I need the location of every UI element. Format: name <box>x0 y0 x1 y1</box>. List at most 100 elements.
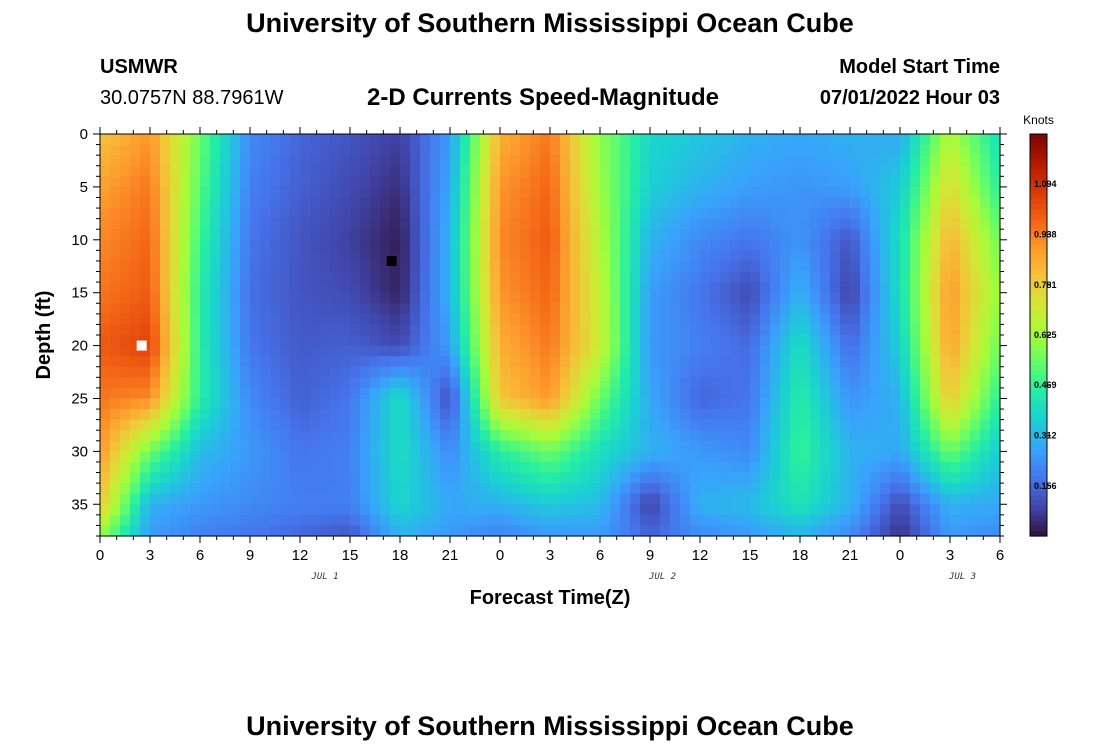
heatmap-cell <box>710 303 721 315</box>
heatmap-cell <box>170 525 181 537</box>
heatmap-cell <box>420 260 431 273</box>
heatmap-cell <box>750 461 761 474</box>
heatmap-cell <box>360 313 371 326</box>
heatmap-cell <box>100 292 111 304</box>
heatmap-cell <box>600 472 611 484</box>
heatmap-cell <box>790 514 801 527</box>
heatmap-cell <box>800 282 811 294</box>
heatmap-cell <box>270 440 281 452</box>
heatmap-cell <box>370 144 381 156</box>
heatmap-cell <box>670 483 681 495</box>
heatmap-cell <box>260 229 271 241</box>
heatmap-cell <box>740 345 751 357</box>
heatmap-cell <box>440 345 451 357</box>
heatmap-cell <box>340 176 351 188</box>
heatmap-cell <box>110 345 121 357</box>
heatmap-cell <box>430 197 441 209</box>
heatmap-cell <box>610 345 621 357</box>
heatmap-cell <box>220 419 231 431</box>
heatmap-cell <box>240 313 251 326</box>
heatmap-cell <box>790 430 801 442</box>
heatmap-cell <box>310 176 321 188</box>
heatmap-cell <box>100 356 111 368</box>
heatmap-cell <box>610 197 621 209</box>
heatmap-cell <box>770 155 781 167</box>
heatmap-cell <box>570 144 581 156</box>
heatmap-cell <box>600 504 611 516</box>
heatmap-cell <box>300 282 311 294</box>
heatmap-cell <box>140 377 151 389</box>
heatmap-cell <box>220 292 231 304</box>
heatmap-cell <box>380 229 391 241</box>
heatmap-cell <box>760 208 771 220</box>
heatmap-cell <box>610 472 621 484</box>
heatmap-cell <box>440 451 451 463</box>
heatmap-cell <box>100 313 111 326</box>
heatmap-cell <box>950 356 961 368</box>
heatmap-cell <box>800 377 811 389</box>
heatmap-cell <box>390 186 401 199</box>
heatmap-cell <box>210 313 221 326</box>
heatmap-cell <box>650 366 661 378</box>
heatmap-cell <box>700 218 711 230</box>
heatmap-cell <box>410 398 421 410</box>
heatmap-cell <box>600 345 611 357</box>
heatmap-cell <box>990 303 1001 315</box>
heatmap-cell <box>180 356 191 368</box>
heatmap-cell <box>420 356 431 368</box>
heatmap-cell <box>980 208 991 220</box>
heatmap-cell <box>440 335 451 347</box>
heatmap-cell <box>970 440 981 452</box>
heatmap-cell <box>890 155 901 167</box>
heatmap-cell <box>620 292 631 304</box>
heatmap-cell <box>710 472 721 484</box>
heatmap-cell <box>590 282 601 294</box>
heatmap-cell <box>980 134 991 146</box>
heatmap-cell <box>620 472 631 484</box>
heatmap-cell <box>970 292 981 304</box>
heatmap-cell <box>420 134 431 146</box>
heatmap-cell <box>640 144 651 156</box>
heatmap-cell <box>930 218 941 230</box>
heatmap-cell <box>910 493 921 505</box>
heatmap-cell <box>300 366 311 378</box>
heatmap-cell <box>400 345 411 357</box>
heatmap-cell <box>190 271 201 283</box>
heatmap-cell <box>630 229 641 241</box>
heatmap-cell <box>440 313 451 326</box>
heatmap-cell <box>710 398 721 410</box>
heatmap-cell <box>790 345 801 357</box>
heatmap-cell <box>100 461 111 474</box>
heatmap-cell <box>540 419 551 431</box>
heatmap-cell <box>780 409 791 421</box>
heatmap-cell <box>670 292 681 304</box>
heatmap-cell <box>120 313 131 326</box>
heatmap-cell <box>310 250 321 262</box>
heatmap-cell <box>880 134 891 146</box>
heatmap-cell <box>940 313 951 326</box>
heatmap-cell <box>920 229 931 241</box>
heatmap-cell <box>410 356 421 368</box>
heatmap-cell <box>590 409 601 421</box>
heatmap-cell <box>260 525 271 537</box>
heatmap-cell <box>260 366 271 378</box>
heatmap-cell <box>850 366 861 378</box>
heatmap-cell <box>110 472 121 484</box>
heatmap-cell <box>210 377 221 389</box>
heatmap-cell <box>330 387 341 400</box>
colorbar-segment <box>1030 400 1047 406</box>
heatmap-cell <box>630 451 641 463</box>
heatmap-cell <box>510 493 521 505</box>
heatmap-cell <box>330 514 341 527</box>
heatmap-cell <box>280 186 291 199</box>
heatmap-cell <box>600 366 611 378</box>
heatmap-cell <box>900 409 911 421</box>
heatmap-cell <box>220 197 231 209</box>
heatmap-cell <box>280 271 291 283</box>
heatmap-cell <box>980 440 991 452</box>
heatmap-cell <box>190 430 201 442</box>
colorbar-tick-label: 0.156 <box>1034 481 1057 491</box>
heatmap-cell <box>170 260 181 273</box>
heatmap-cell <box>190 398 201 410</box>
heatmap-cell <box>460 165 471 177</box>
